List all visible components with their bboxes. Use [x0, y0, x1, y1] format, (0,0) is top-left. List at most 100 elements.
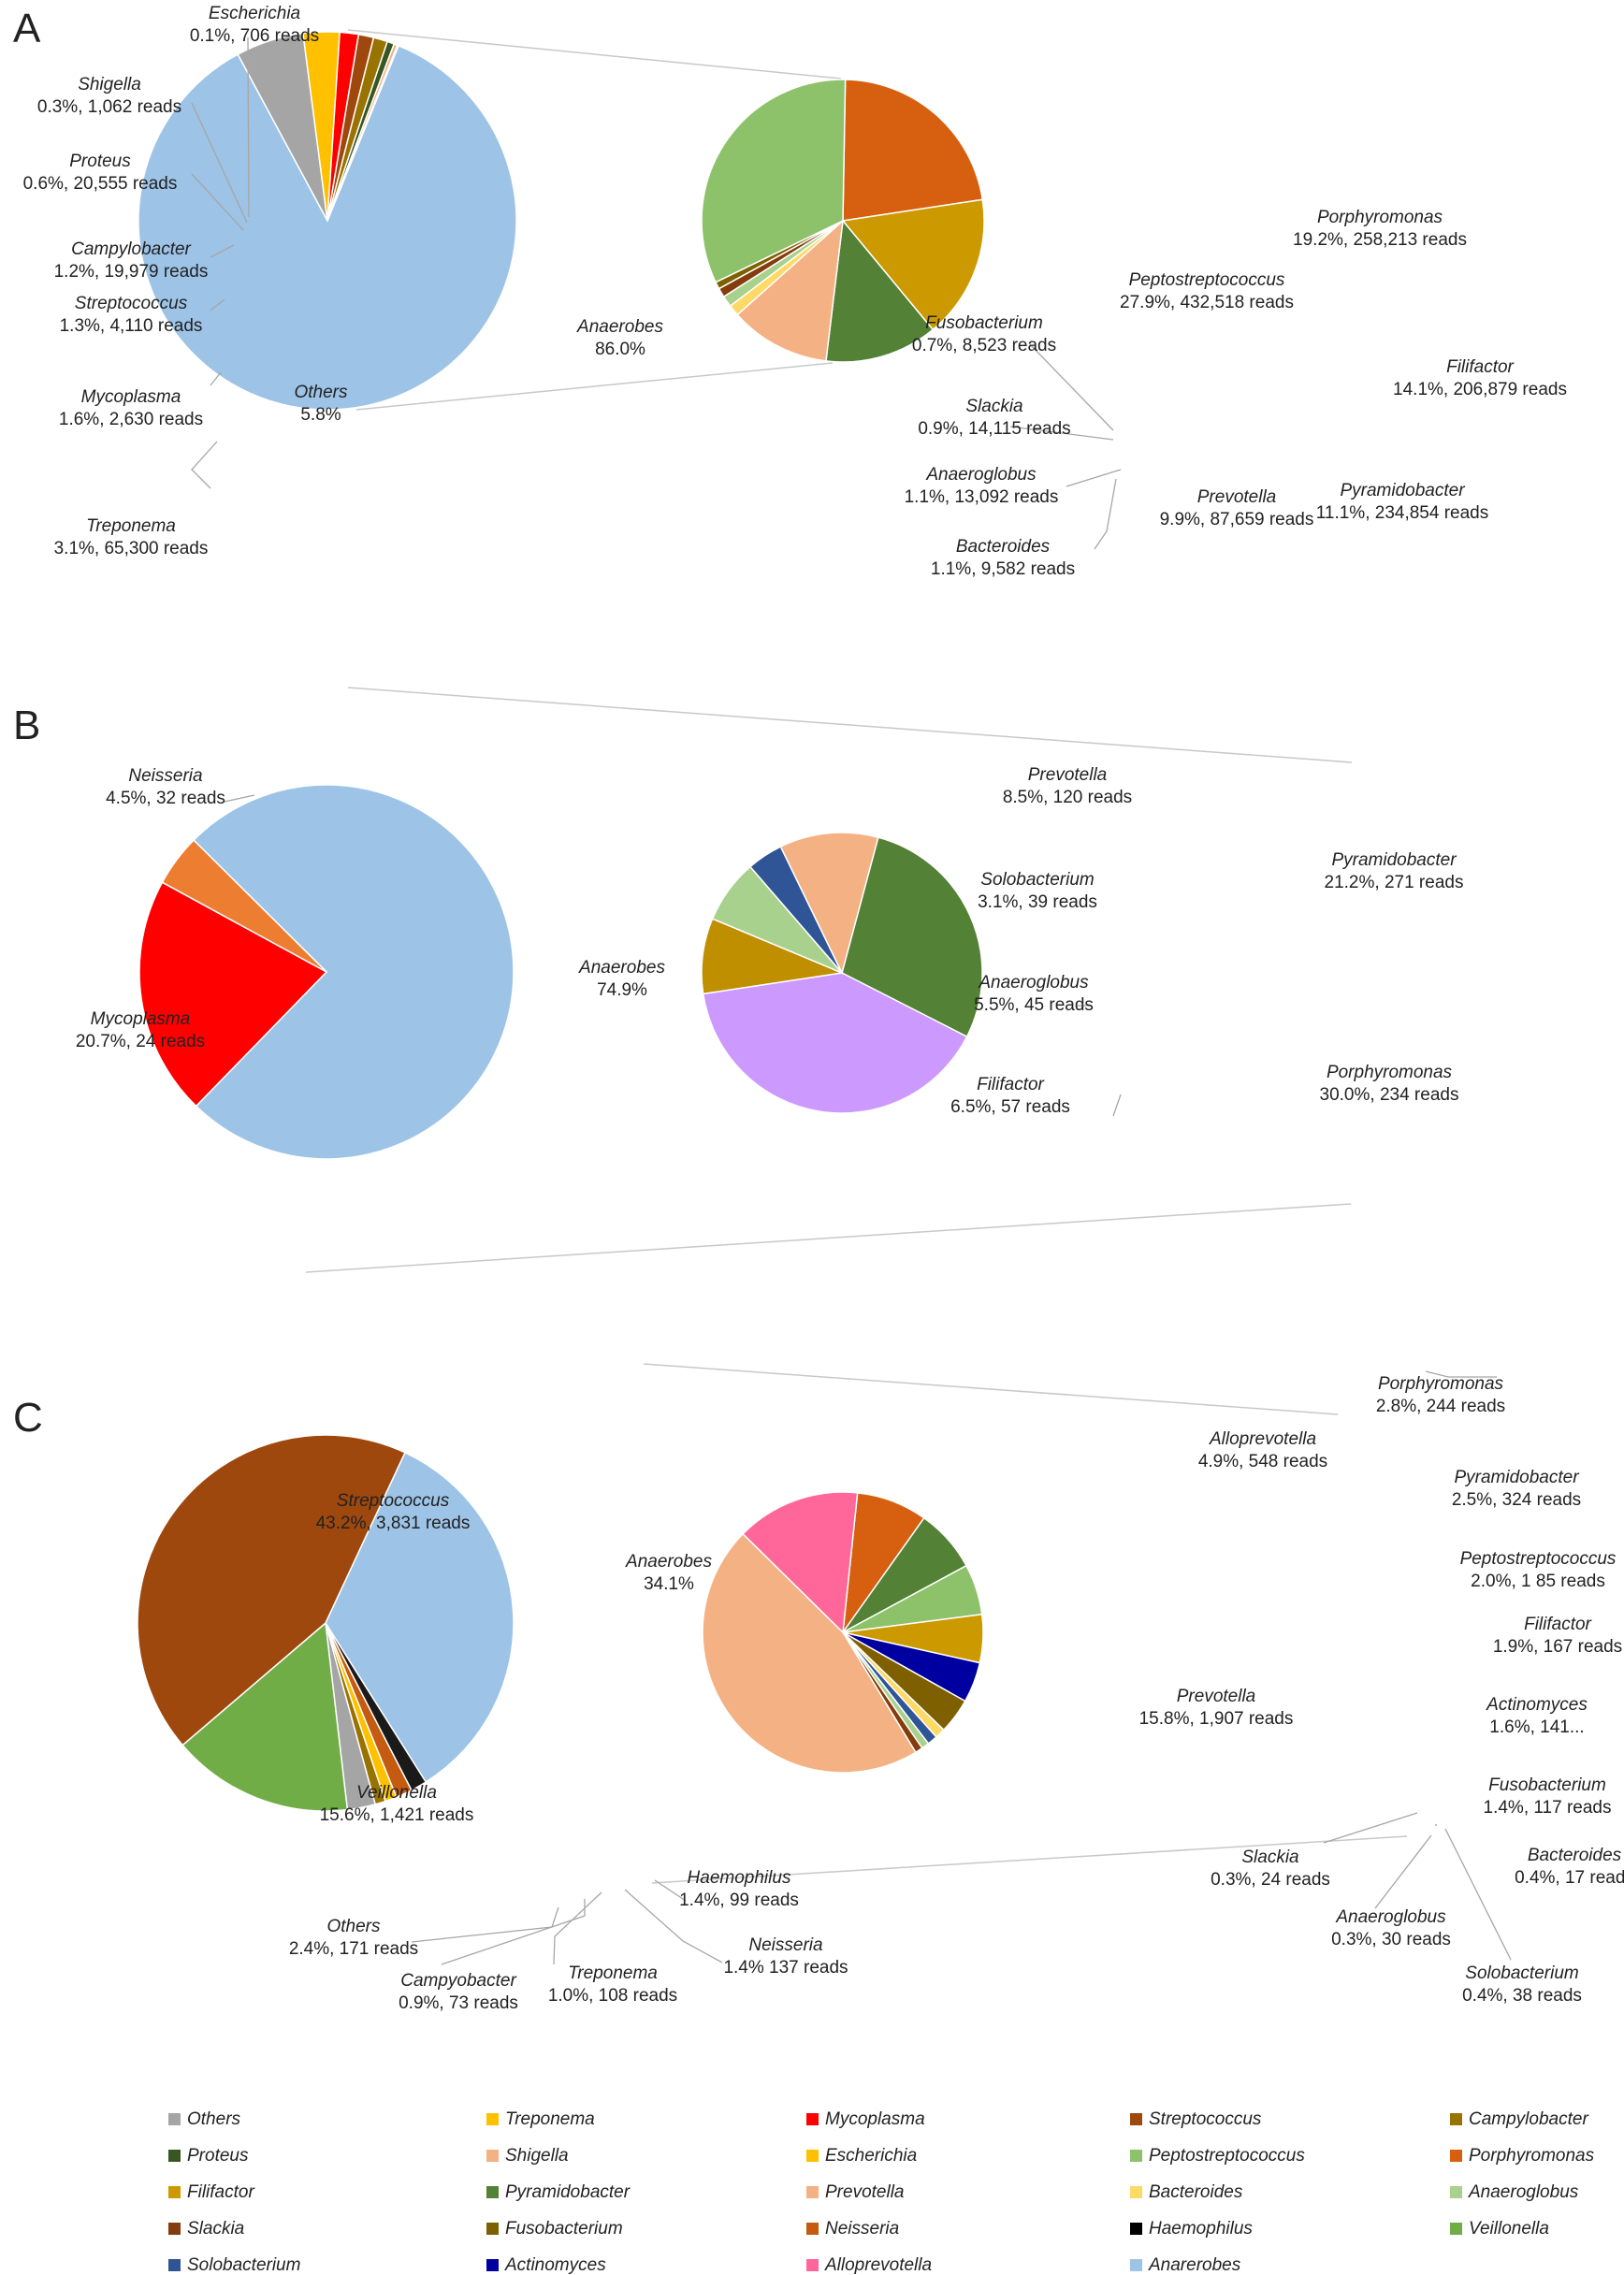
- legend-label: Alloprevotella: [824, 2255, 932, 2275]
- sub-slice-prevotella: [736, 219, 844, 362]
- sub-label-anaeroglobus: Anaeroglobus 5.5%, 45 reads: [974, 973, 1094, 1015]
- main-label-streptococcus: Streptococcus 1.3%, 4,110 reads: [60, 294, 203, 336]
- connector-line: [355, 362, 834, 411]
- legend-swatch: [486, 2113, 499, 2125]
- sub-label-prevotella: Prevotella 15.8%, 1,907 reads: [1139, 1687, 1294, 1729]
- panel-b: Anaerobes 74.9% Mycoplasma 20.7%, 24 reads N…: [13, 687, 1463, 1273]
- sub-label-porphyromonas: Porphyromonas 19.2%, 258,213 reads: [1293, 208, 1467, 250]
- legend-label: Proteus: [187, 2146, 249, 2166]
- connector-line: [347, 687, 1353, 763]
- legend-item-prevotella: Prevotella: [806, 2182, 905, 2202]
- legend-swatch: [486, 2223, 499, 2235]
- leader-line: [411, 1906, 559, 1943]
- leader-line: [654, 1879, 687, 1902]
- leader-line: [1009, 426, 1114, 441]
- sub-label-solobacterium: Solobacterium 0.4%, 38 reads: [1462, 1963, 1582, 2006]
- leader-lines: [411, 1370, 1512, 1965]
- legend: Others Treponema Mycoplasma Streptococcus Ca…: [168, 2109, 1595, 2275]
- legend-swatch: [806, 2150, 819, 2162]
- connector-lines: [643, 1363, 1408, 1884]
- leader-line: [1323, 1812, 1418, 1844]
- sub-label-pyramidobacter: Pyramidobacter 11.1%, 234,854 reads: [1316, 481, 1489, 523]
- legend-item-alloprevotella: Alloprevotella: [806, 2255, 932, 2275]
- legend-item-filifactor: Filifactor: [168, 2182, 254, 2202]
- leader-line: [1112, 1094, 1122, 1117]
- sub-label-fusobacterium: Fusobacterium 0.7%, 8,523 reads: [912, 313, 1056, 355]
- legend-item-treponema: Treponema: [486, 2109, 595, 2129]
- legend-item-actinomyces: Actinomyces: [486, 2255, 606, 2275]
- leader-line: [553, 1891, 602, 1965]
- main-label-treponema: Treponema 3.1%, 65,300 reads: [54, 516, 209, 558]
- sub-label-peptostreptococcus: Peptostreptococcus 27.9%, 432,518 reads: [1120, 270, 1294, 312]
- sub-label-slackia: Slackia 0.9%, 14,115 reads: [918, 397, 1070, 439]
- panel-letter-b: B: [13, 703, 40, 748]
- sub-label-peptostreptococcus: Peptostreptococcus 2.0%, 1 85 reads: [1460, 1549, 1617, 1591]
- main-label-campylobacter: Campylobacter 1.2%, 19,979 reads: [54, 239, 209, 282]
- legend-label: Fusobacterium: [505, 2219, 623, 2239]
- legend-item-pyramidobacter: Pyramidobacter: [486, 2182, 631, 2202]
- legend-item-slackia: Slackia: [168, 2219, 244, 2239]
- sub-label-actinomyces: Actinomyces 1.6%, 141...: [1486, 1695, 1588, 1737]
- sub-label-fusobacterium: Fusobacterium 1.4%, 117 reads: [1484, 1775, 1612, 1818]
- legend-label: Anaeroglobus: [1468, 2182, 1579, 2202]
- main-slice-anaerobes: [193, 784, 515, 1160]
- main-label-escherichia: Escherichia 0.1%, 706 reads: [190, 4, 319, 46]
- legend-item-veillonella: Veillonella: [1450, 2219, 1549, 2239]
- main-label-others: Others 2.4%, 171 reads: [289, 1917, 418, 1959]
- leader-lines: [191, 36, 1122, 550]
- legend-swatch: [1450, 2113, 1462, 2125]
- main-label-anaerobes: Anaerobes 74.9%: [578, 958, 665, 1000]
- sub-label-filifactor: Filifactor 1.9%, 167 reads: [1493, 1615, 1622, 1657]
- legend-item-peptostreptococcus: Peptostreptococcus: [1130, 2146, 1305, 2166]
- sub-slice-porphyromonas: [702, 972, 968, 1114]
- sub-label-porphyromonas: Porphyromonas 30.0%, 234 reads: [1320, 1063, 1459, 1105]
- main-slice-escherichia: [326, 44, 399, 222]
- legend-label: Veillonella: [1469, 2219, 1549, 2239]
- legend-item-proteus: Proteus: [168, 2146, 249, 2166]
- legend-label: Solobacterium: [187, 2255, 300, 2275]
- legend-swatch: [168, 2113, 181, 2125]
- main-pie: [138, 31, 517, 411]
- legend-item-porphyromonas: Porphyromonas: [1450, 2146, 1595, 2166]
- legend-swatch: [806, 2259, 819, 2271]
- sub-pie: [701, 79, 985, 363]
- legend-label: Pyramidobacter: [505, 2182, 631, 2202]
- leader-line: [210, 371, 222, 386]
- legend-item-bacteroides: Bacteroides: [1130, 2182, 1243, 2202]
- leader-line: [441, 1899, 586, 1965]
- leader-line: [1444, 1828, 1512, 1961]
- sub-slice-porphyromonas: [842, 79, 984, 222]
- sub-label-pyramidobacter: Pyramidobacter 2.5%, 324 reads: [1452, 1468, 1581, 1510]
- leader-line: [1066, 469, 1122, 487]
- leader-line: [1374, 1834, 1432, 1909]
- main-label-streptococcus: Streptococcus 43.2%, 3,831 reads: [316, 1491, 471, 1533]
- sub-pie: [701, 832, 983, 1114]
- leader-line: [1425, 1370, 1497, 1378]
- main-label-shigella: Shigella 0.3%, 1,062 reads: [37, 75, 181, 117]
- main-label-campyobacter: Campyobacter 0.9%, 73 reads: [399, 1971, 518, 2013]
- legend-swatch: [1130, 2186, 1142, 2198]
- sub-pie: [702, 1491, 984, 1774]
- legend-label: Shigella: [505, 2146, 569, 2166]
- sub-slice-prevotella: [702, 1532, 917, 1774]
- main-label-veillonella: Veillonella 15.6%, 1,421 reads: [320, 1783, 474, 1825]
- sub-label-solobacterium: Solobacterium 3.1%, 39 reads: [978, 870, 1097, 912]
- sub-label-porphyromonas: Porphyromonas 2.8%, 244 reads: [1376, 1374, 1505, 1416]
- legend-item-fusobacterium: Fusobacterium: [486, 2219, 623, 2239]
- legend-swatch: [168, 2259, 181, 2271]
- leader-line: [210, 298, 225, 312]
- main-label-anaerobes: Anaerobes 34.1%: [625, 1552, 712, 1594]
- main-slice-anaerobes: [325, 1451, 515, 1784]
- legend-swatch: [486, 2259, 499, 2271]
- legend-item-anaeroglobus: Anaeroglobus: [1450, 2182, 1579, 2202]
- legend-label: Anarerobes: [1148, 2255, 1241, 2275]
- main-pie: [137, 1434, 515, 1812]
- legend-label: Others: [187, 2109, 241, 2129]
- legend-label: Campylobacter: [1469, 2109, 1588, 2129]
- main-label-proteus: Proteus 0.6%, 20,555 reads: [23, 152, 178, 194]
- sub-label-prevotella: Prevotella 8.5%, 120 reads: [1003, 765, 1132, 807]
- legend-item-others: Others: [168, 2109, 241, 2129]
- leader-line: [624, 1889, 723, 1963]
- legend-label: Actinomyces: [504, 2255, 606, 2275]
- legend-swatch: [806, 2186, 819, 2198]
